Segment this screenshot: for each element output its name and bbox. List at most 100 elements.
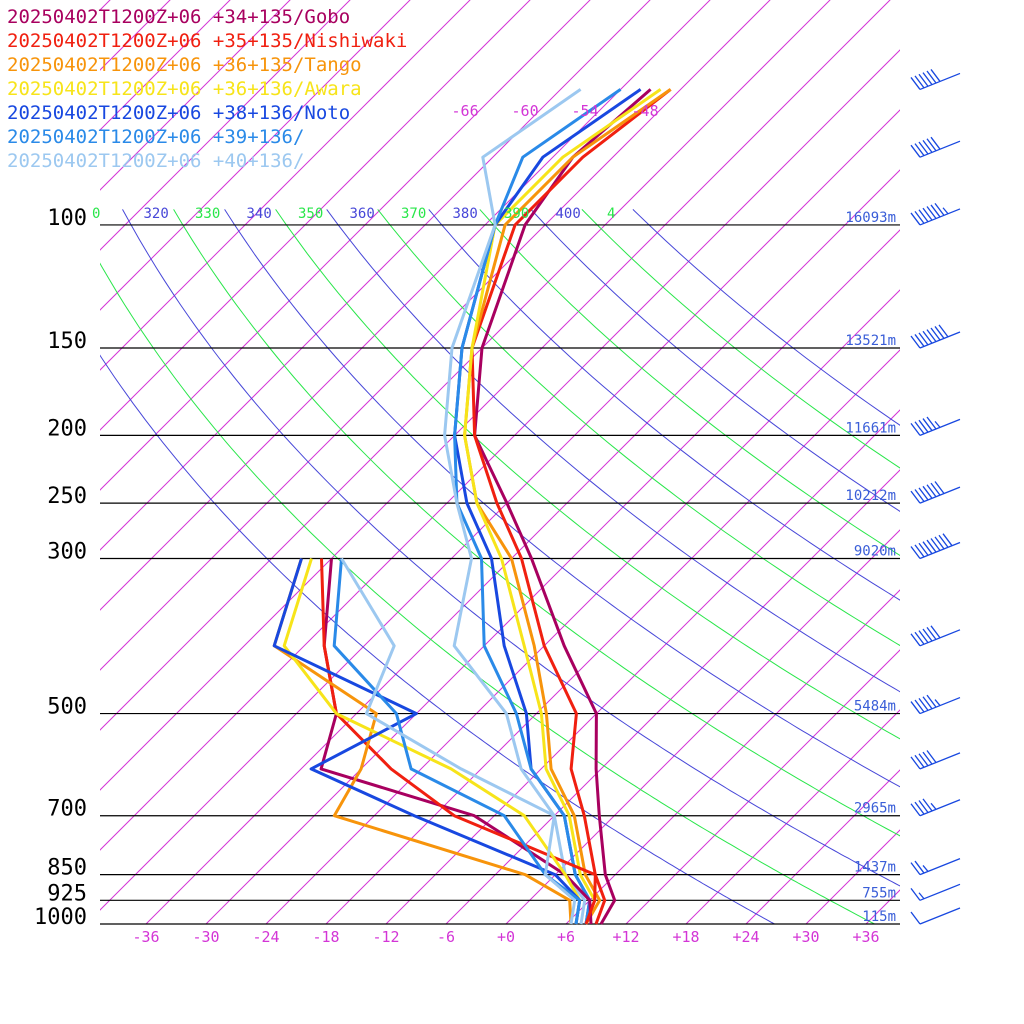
wind-barb [910,533,961,560]
barb-flag [926,416,937,430]
temperature-line [443,88,587,925]
isotherm-line [205,229,900,924]
x-tick-label: +36 [852,928,879,946]
isobar-lines [100,224,900,925]
legend-entry: 20250402T1200Z+06 +36+135/Tango [7,54,362,76]
sounding-profiles [272,88,672,925]
barb-half-flag [918,892,925,900]
barb-flag [930,625,941,639]
height-label: 755m [862,885,896,901]
barb-flag [910,144,921,158]
axis-labels: 0 320 330 340 350 360 370 380 390 400 4 -66 -60 -54 -4… [34,102,896,946]
theta-label: 320 [144,206,169,222]
barb-flag [930,69,941,82]
isotherm-line [100,0,291,191]
barb-flag [910,803,921,817]
barb-flag [922,751,933,765]
legend-entry: 20250402T1200Z+06 +40+136/ [7,150,304,172]
barb-flag [910,756,921,770]
pressure-label: 700 [47,797,87,822]
temperature-line [463,88,662,925]
barb-flag [934,202,945,216]
barb-flag [914,421,925,435]
wind-barb [910,883,961,901]
barb-flag [910,212,921,226]
barb-flag [934,326,945,339]
barb-flag [914,754,925,768]
barb-flag [914,75,925,89]
x-tick-label: +6 [557,928,575,946]
barb-half-flag [930,802,937,810]
x-tick-label: -18 [312,928,339,946]
barb-flag [930,538,941,551]
upper-isotherm-label: -66 [452,102,479,120]
barb-flag [914,334,925,347]
pressure-label: 100 [47,206,87,231]
wind-barb [910,694,961,715]
x-tick-label: -36 [132,928,159,946]
pressure-label: 850 [47,856,87,881]
upper-isotherm-label: -54 [572,102,599,120]
barb-flag [930,327,941,341]
theta-curve [530,209,900,512]
barb-flag [926,484,937,498]
theta-curve [224,209,900,788]
pressure-label: 500 [47,695,87,720]
x-tick-label: -6 [437,928,455,946]
pressure-label: 925 [47,881,87,906]
theta-curve [428,209,900,601]
wind-barb [910,625,961,647]
theta-label: 390 [504,206,529,222]
isotherm-line [805,829,900,924]
isotherm-line [685,709,900,924]
barb-flag [934,536,945,550]
barb-flag [938,534,949,548]
isotherm-line [865,889,900,924]
barb-flag [922,541,933,555]
barb-flag [910,862,921,876]
theta-curve [377,209,900,647]
wind-barb [910,481,961,504]
legend-entry: 20250402T1200Z+06 +39+136/ [7,126,304,148]
x-tick-label: +18 [672,928,699,946]
x-tick-label: +24 [732,928,759,946]
barb-flag [910,633,921,647]
theta-label: 0 [92,206,100,222]
barb-flag [934,481,945,494]
theta-curve [479,209,900,557]
height-label: 13521m [845,333,896,349]
theta-label: 360 [350,206,375,222]
barb-flag [922,139,933,153]
wind-barb [910,798,961,817]
barb-flag [918,487,929,501]
pressure-label: 250 [47,484,87,509]
barb-flag [922,207,933,221]
barb-flag [922,485,933,499]
barb-flag [926,329,937,343]
barb-flag [914,860,925,874]
height-label: 115m [862,909,896,925]
barb-flag [922,330,933,344]
isotherm-line [565,589,900,924]
dewpoint-line [332,558,582,925]
legend-entry: 20250402T1200Z+06 +36+136/Awara [7,78,362,100]
theta-curve [173,209,900,837]
barb-flag [918,542,929,556]
pressure-label: 1000 [34,905,87,930]
barb-flag [942,533,953,547]
barb-flag [910,701,921,714]
wind-barbs [910,69,961,925]
x-tick-label: -30 [192,928,219,946]
theta-curve [275,209,900,740]
theta-curve [326,209,900,693]
theta-label: 380 [453,206,478,222]
barb-flag [918,753,929,767]
wind-barb [910,324,961,349]
barb-flag [918,73,929,87]
height-label: 1437m [854,860,896,876]
wind-barb [910,202,961,226]
barb-flag [918,697,929,711]
legend-entry: 20250402T1200Z+06 +35+135/Nishiwaki [7,30,407,52]
isotherm-line [986,0,1024,924]
isotherm-line [505,529,900,924]
